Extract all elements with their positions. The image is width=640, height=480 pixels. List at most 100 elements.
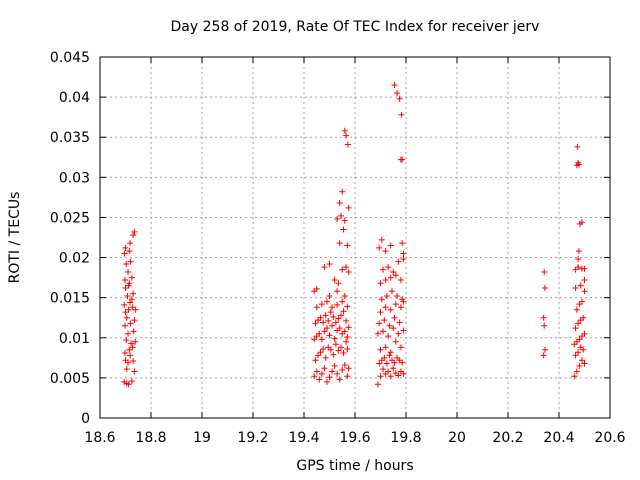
x-tick-label: 18.8 — [135, 430, 166, 446]
data-point — [122, 285, 129, 292]
data-point — [130, 290, 137, 297]
data-point — [325, 317, 332, 324]
data-point — [341, 217, 348, 224]
data-point — [311, 336, 318, 343]
data-point — [335, 280, 342, 287]
data-point — [400, 370, 407, 377]
data-point — [313, 368, 320, 375]
data-point — [391, 82, 398, 89]
data-point — [382, 277, 389, 284]
data-point — [575, 161, 582, 168]
data-point — [400, 327, 407, 334]
points-layer — [121, 82, 588, 388]
data-point — [387, 373, 394, 380]
data-point — [129, 344, 136, 351]
y-tick-label: 0.01 — [59, 331, 90, 347]
data-point — [317, 314, 324, 321]
data-point — [396, 95, 403, 102]
data-point — [318, 370, 325, 377]
data-point — [581, 330, 588, 337]
data-point — [397, 304, 404, 311]
data-point — [377, 373, 384, 380]
data-point — [387, 274, 394, 281]
data-point — [382, 344, 389, 351]
data-point — [339, 266, 346, 273]
data-point — [322, 312, 329, 319]
data-point — [344, 242, 351, 249]
data-point — [330, 313, 337, 320]
data-point — [323, 298, 330, 305]
data-point — [382, 304, 389, 311]
data-point — [575, 264, 582, 271]
data-point — [317, 349, 324, 356]
data-point — [123, 337, 130, 344]
data-point — [122, 244, 129, 251]
data-point — [344, 333, 351, 340]
data-point — [541, 268, 548, 275]
x-tick-label: 20.4 — [543, 430, 574, 446]
data-point — [581, 265, 588, 272]
data-point — [339, 298, 346, 305]
data-point — [386, 322, 393, 329]
y-tick-label: 0.045 — [50, 50, 90, 66]
data-point — [374, 330, 381, 337]
data-point — [381, 354, 388, 361]
data-point — [341, 328, 348, 335]
data-point — [581, 277, 588, 284]
data-point — [316, 330, 323, 337]
data-point — [385, 333, 392, 340]
data-point — [573, 306, 580, 313]
data-point — [323, 325, 330, 332]
data-point — [399, 240, 406, 247]
data-point — [323, 378, 330, 385]
data-point — [340, 308, 347, 315]
data-point — [391, 359, 398, 366]
data-point — [578, 357, 585, 364]
data-point — [343, 317, 350, 324]
data-point — [318, 301, 325, 308]
data-point — [575, 349, 582, 356]
data-point — [380, 266, 387, 273]
data-point — [385, 368, 392, 375]
data-point — [336, 200, 343, 207]
data-point — [578, 219, 585, 226]
data-point — [334, 216, 341, 223]
data-point — [578, 298, 585, 305]
data-point — [315, 352, 322, 359]
data-point — [336, 325, 343, 332]
data-point — [316, 376, 323, 383]
data-point — [581, 360, 588, 367]
data-point — [123, 260, 130, 267]
data-point — [395, 330, 402, 337]
data-point — [340, 226, 347, 233]
data-point — [344, 346, 351, 353]
data-point — [121, 301, 128, 308]
data-point — [334, 301, 341, 308]
data-point — [376, 360, 383, 367]
data-point — [399, 156, 406, 163]
data-point — [131, 368, 138, 375]
data-point — [540, 352, 547, 359]
data-point — [344, 141, 351, 148]
x-tick-label: 19 — [193, 430, 211, 446]
data-point — [130, 358, 137, 365]
data-point — [395, 258, 402, 265]
data-point — [390, 325, 397, 332]
data-point — [336, 376, 343, 383]
data-point — [394, 293, 401, 300]
data-point — [399, 296, 406, 303]
data-point — [397, 277, 404, 284]
data-point — [331, 362, 338, 369]
data-point — [337, 344, 344, 351]
y-tick-label: 0.005 — [50, 371, 90, 387]
data-point — [132, 306, 139, 313]
data-point — [572, 325, 579, 332]
data-point — [390, 268, 397, 275]
data-point — [321, 264, 328, 271]
data-point — [394, 90, 401, 97]
data-point — [322, 354, 329, 361]
data-point — [541, 322, 548, 329]
data-point — [385, 264, 392, 271]
data-point — [400, 256, 407, 263]
